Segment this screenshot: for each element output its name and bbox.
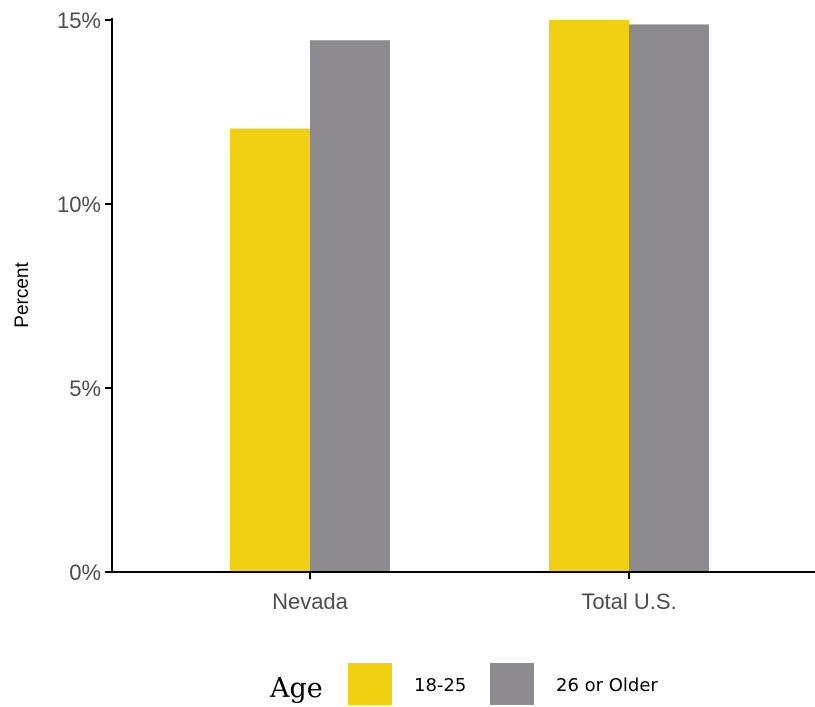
bar-total-u-s-26-or-older — [629, 24, 709, 572]
y-axis-title: Percent — [12, 262, 33, 328]
legend-key-swatch — [348, 663, 392, 705]
bar-nevada-26-or-older — [310, 40, 390, 573]
bar-nevada-18-25 — [230, 128, 310, 572]
x-axis-ticks: Nevada Total U.S. — [272, 572, 677, 614]
y-tick-label: 10% — [57, 192, 101, 217]
legend-key-swatch — [490, 663, 534, 705]
y-tick-label: 0% — [69, 560, 101, 585]
bars-group — [230, 20, 709, 573]
y-tick-label: 15% — [57, 8, 101, 33]
x-tick-label: Nevada — [272, 589, 349, 614]
y-axis-ticks: 0% 5% 10% 15% — [57, 8, 112, 585]
legend: Age 18-25 26 or Older — [269, 663, 658, 705]
x-tick-label: Total U.S. — [581, 589, 676, 614]
legend-key-label: 18-25 — [414, 675, 466, 696]
legend-title: Age — [269, 673, 323, 704]
y-tick-label: 5% — [69, 376, 101, 401]
bar-total-u-s-18-25 — [549, 20, 629, 572]
legend-key-label: 26 or Older — [556, 675, 658, 696]
legend-items: 18-25 26 or Older — [348, 663, 658, 705]
